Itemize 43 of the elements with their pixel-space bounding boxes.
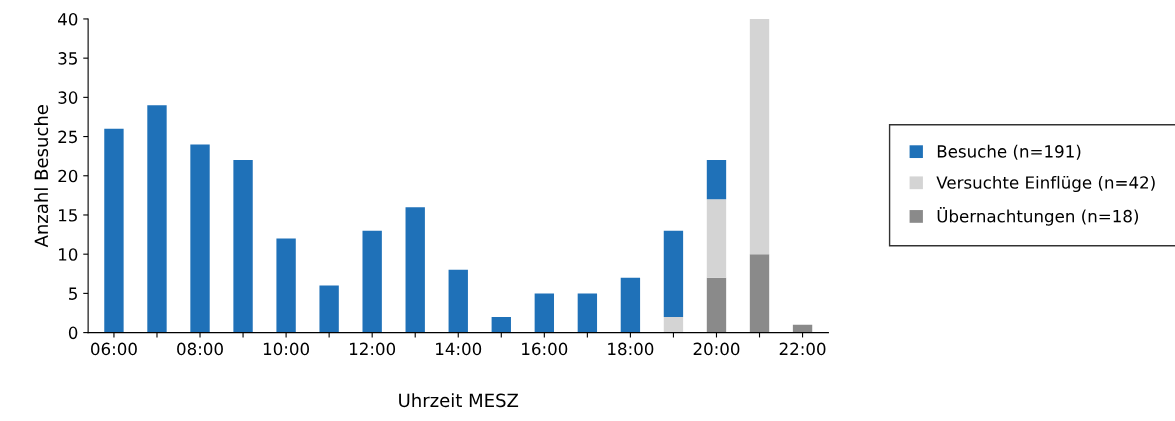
bar xyxy=(362,230,382,333)
x-tick-label: 20:00 xyxy=(693,342,740,356)
bar xyxy=(706,199,727,278)
y-tick-label: 15 xyxy=(59,209,77,222)
y-tick-label: 20 xyxy=(58,169,78,183)
x-tick-label: 16:00 xyxy=(522,342,568,356)
x-tick-label: 12:00 xyxy=(349,342,396,356)
bar xyxy=(448,269,468,333)
x-tick-label: 10:00 xyxy=(263,342,310,356)
bar xyxy=(577,293,598,333)
x-tick-label: 18:00 xyxy=(608,342,654,356)
y-axis-title: Anzahl Besuche xyxy=(34,105,49,248)
y-tick-label: 25 xyxy=(58,130,77,144)
x-axis-title: Uhrzeit MESZ xyxy=(399,393,519,408)
x-tick-label: 08:00 xyxy=(177,342,223,356)
bar xyxy=(749,18,770,255)
bar xyxy=(534,293,555,333)
bar xyxy=(706,160,727,200)
bar xyxy=(190,144,210,333)
bar xyxy=(319,285,339,333)
legend-label: Übernachtungen (n=18) xyxy=(937,207,1139,226)
legend-label: Besuche (n=191) xyxy=(937,144,1081,160)
bar xyxy=(104,128,124,333)
bar xyxy=(749,254,770,333)
y-tick-label: 35 xyxy=(58,52,77,65)
legend-label: Versuchte Einflüge (n=42) xyxy=(936,175,1155,193)
bar xyxy=(620,277,641,333)
bar xyxy=(405,207,425,333)
y-tick-label: 30 xyxy=(58,91,78,104)
y-tick-label: 0 xyxy=(68,326,78,340)
y-tick-label: 5 xyxy=(69,287,77,300)
x-tick-label: 14:00 xyxy=(436,342,482,356)
x-tick-label: 06:00 xyxy=(91,342,137,356)
bar xyxy=(706,277,727,333)
y-tick-label: 10 xyxy=(59,248,78,261)
bar xyxy=(663,230,684,317)
bar xyxy=(276,238,296,333)
bar xyxy=(663,316,684,333)
x-tick-label: 22:00 xyxy=(779,342,826,356)
bar xyxy=(233,160,253,333)
bar xyxy=(147,105,167,333)
y-tick-label: 40 xyxy=(58,12,78,26)
bar xyxy=(491,316,511,333)
